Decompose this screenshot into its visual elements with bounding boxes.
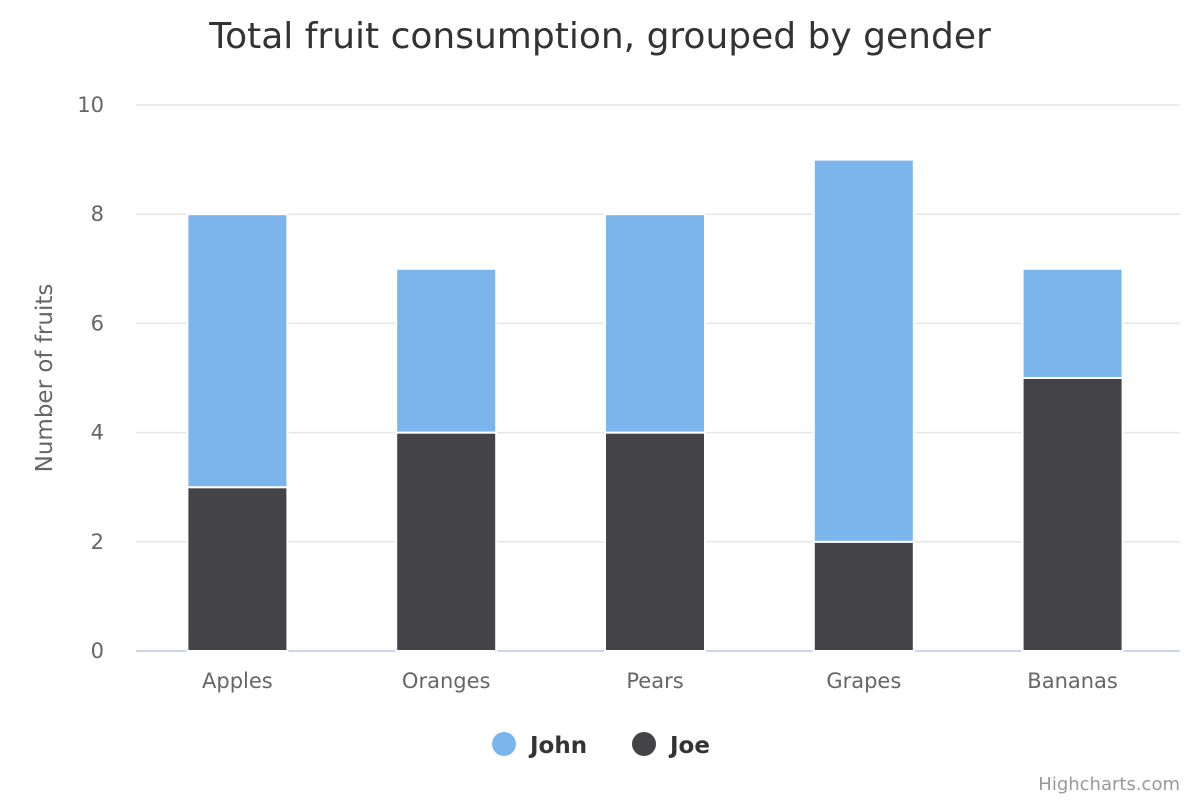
chart-title: Total fruit consumption, grouped by gend…	[208, 16, 991, 57]
bar-joe-oranges[interactable]	[395, 431, 498, 652]
legend: John Joe	[492, 732, 710, 759]
x-tick-label: Oranges	[402, 669, 491, 693]
y-tick-label: 0	[91, 639, 104, 663]
y-tick-label: 6	[91, 311, 104, 335]
bar-john-apples[interactable]	[186, 213, 289, 489]
legend-label: John	[528, 733, 587, 759]
x-tick-label: Pears	[626, 669, 683, 693]
credits-link[interactable]: Highcharts.com	[1038, 774, 1180, 795]
x-axis: Apples Oranges Pears Grapes Bananas	[202, 669, 1118, 693]
bar-joe-pears[interactable]	[604, 431, 706, 652]
plot-area	[186, 158, 1124, 653]
y-tick-label: 2	[91, 530, 104, 554]
bar-john-oranges[interactable]	[395, 267, 498, 434]
y-tick-label: 8	[91, 202, 104, 226]
legend-item-john[interactable]: John	[492, 732, 587, 759]
bar-joe-grapes[interactable]	[812, 540, 915, 652]
y-axis: 0 2 4 6 8 10	[77, 93, 104, 663]
y-axis-title: Number of fruits	[32, 284, 58, 473]
legend-label: Joe	[668, 733, 710, 759]
bar-john-bananas[interactable]	[1021, 267, 1124, 379]
y-tick-label: 10	[77, 93, 104, 117]
legend-item-joe[interactable]: Joe	[632, 732, 710, 759]
bar-joe-bananas[interactable]	[1021, 377, 1124, 652]
bar-john-pears[interactable]	[604, 213, 706, 434]
x-tick-label: Grapes	[826, 669, 901, 693]
bar-john-grapes[interactable]	[812, 158, 915, 543]
legend-symbol	[632, 732, 656, 756]
x-tick-label: Bananas	[1027, 669, 1118, 693]
legend-symbol	[492, 732, 516, 756]
x-tick-label: Apples	[202, 669, 273, 693]
y-tick-label: 4	[91, 421, 104, 445]
bar-joe-apples[interactable]	[186, 486, 289, 653]
